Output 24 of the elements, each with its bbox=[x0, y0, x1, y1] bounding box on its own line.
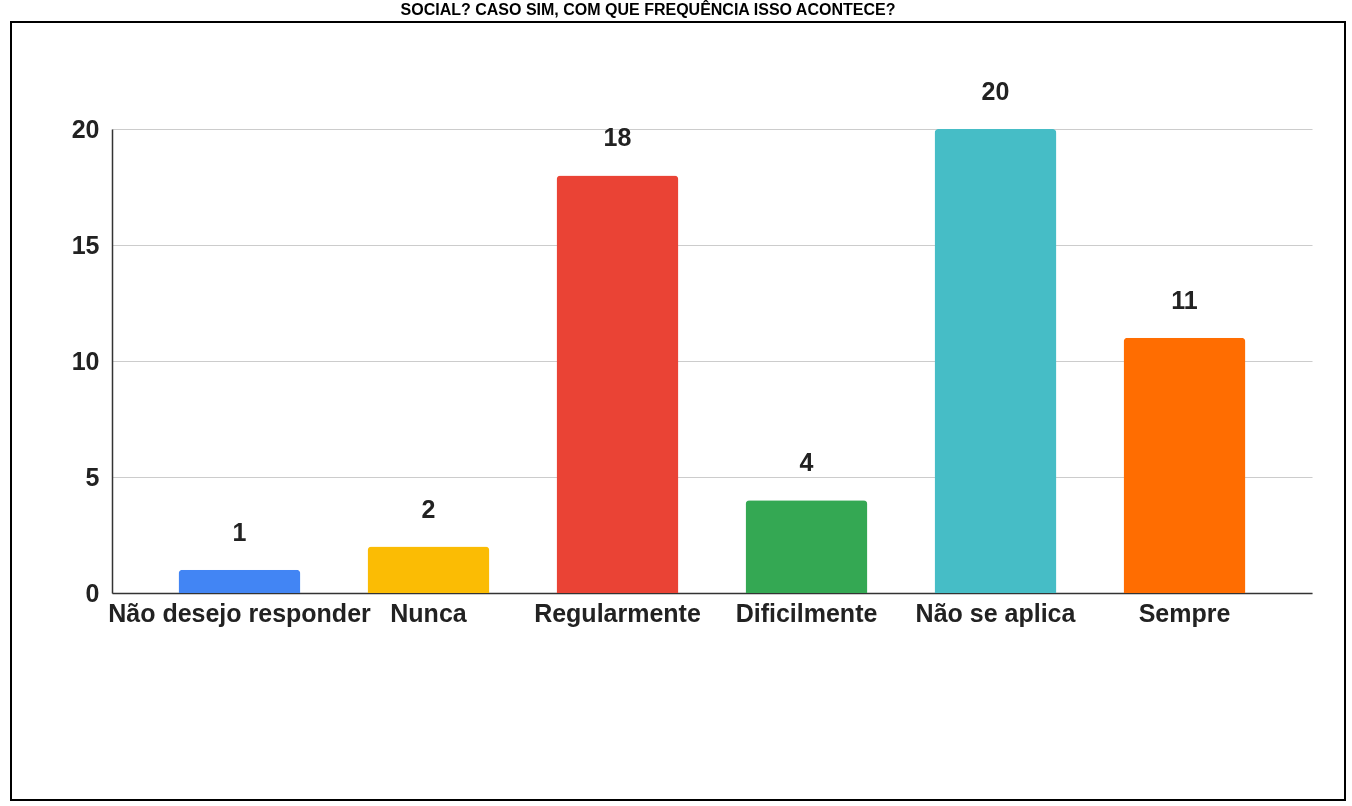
x-tick-label: Regularmente bbox=[534, 598, 701, 627]
bar bbox=[178, 569, 301, 593]
x-tick-label: Não desejo responder bbox=[108, 598, 372, 627]
y-tick-label: 20 bbox=[71, 114, 100, 143]
x-tick-label: Não se aplica bbox=[915, 598, 1077, 627]
data-label: 4 bbox=[799, 448, 814, 477]
y-tick-label: 5 bbox=[85, 462, 100, 491]
y-tick-label: 15 bbox=[71, 230, 100, 259]
bar bbox=[367, 546, 490, 593]
data-label: 2 bbox=[421, 494, 436, 523]
bar bbox=[934, 129, 1057, 593]
x-tick-label: Dificilmente bbox=[735, 598, 878, 627]
bar bbox=[745, 500, 868, 593]
data-label: 11 bbox=[1171, 285, 1198, 314]
data-label: 18 bbox=[603, 123, 632, 152]
x-tick-label: Nunca bbox=[390, 598, 468, 627]
y-tick-label: 0 bbox=[85, 578, 100, 607]
chart-title: SOCIAL? CASO SIM, COM QUE FREQUÊNCIA ISSO ACONTECE? bbox=[400, 1, 896, 19]
bar bbox=[1123, 337, 1246, 593]
x-tick-label: Sempre bbox=[1138, 598, 1231, 627]
bar bbox=[556, 175, 679, 593]
data-label: 1 bbox=[232, 517, 247, 546]
y-tick-label: 10 bbox=[71, 346, 100, 375]
data-label: 20 bbox=[981, 77, 1010, 105]
